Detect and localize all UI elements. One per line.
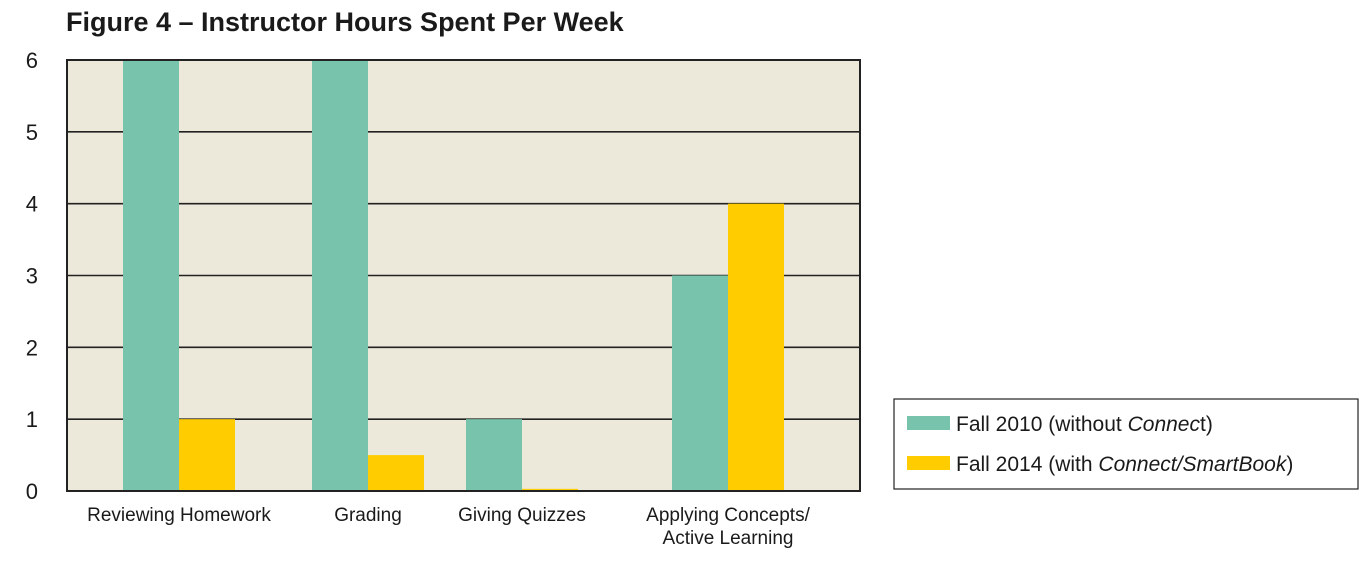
bar — [179, 419, 235, 491]
bar — [728, 203, 784, 491]
bar — [466, 419, 522, 491]
x-tick-label: Giving Quizzes — [458, 505, 586, 526]
y-tick-label: 4 — [26, 192, 38, 217]
x-tick-label: Reviewing Homework — [87, 505, 271, 526]
x-tick-label: Applying Concepts/Active Learning — [646, 505, 810, 549]
y-tick-label: 0 — [26, 479, 38, 504]
legend: Fall 2010 (without Connect) Fall 2014 (wi… — [893, 398, 1359, 490]
bar — [522, 488, 578, 491]
bar — [123, 60, 179, 491]
y-tick-label: 6 — [26, 48, 38, 73]
plot-area: 0 1 2 3 4 5 6 Reviewing Homework Grading Giving Q… — [26, 48, 861, 549]
bar — [368, 455, 424, 491]
legend-box — [893, 398, 1359, 490]
y-tick-label: 3 — [26, 264, 38, 289]
bar — [672, 275, 728, 491]
y-tick-label: 1 — [26, 407, 38, 432]
legend-swatch — [907, 416, 950, 430]
legend-label: Fall 2010 (without Connect) — [956, 413, 1213, 436]
x-tick-label: Grading — [334, 505, 402, 526]
legend-label: Fall 2014 (with Connect/SmartBook) — [956, 453, 1293, 476]
legend-swatch — [907, 456, 950, 470]
plot-frame — [66, 59, 861, 492]
bar — [312, 60, 368, 491]
y-tick-label: 5 — [26, 120, 38, 145]
y-tick-label: 2 — [26, 335, 38, 360]
chart-title: Figure 4 – Instructor Hours Spent Per We… — [66, 7, 625, 37]
